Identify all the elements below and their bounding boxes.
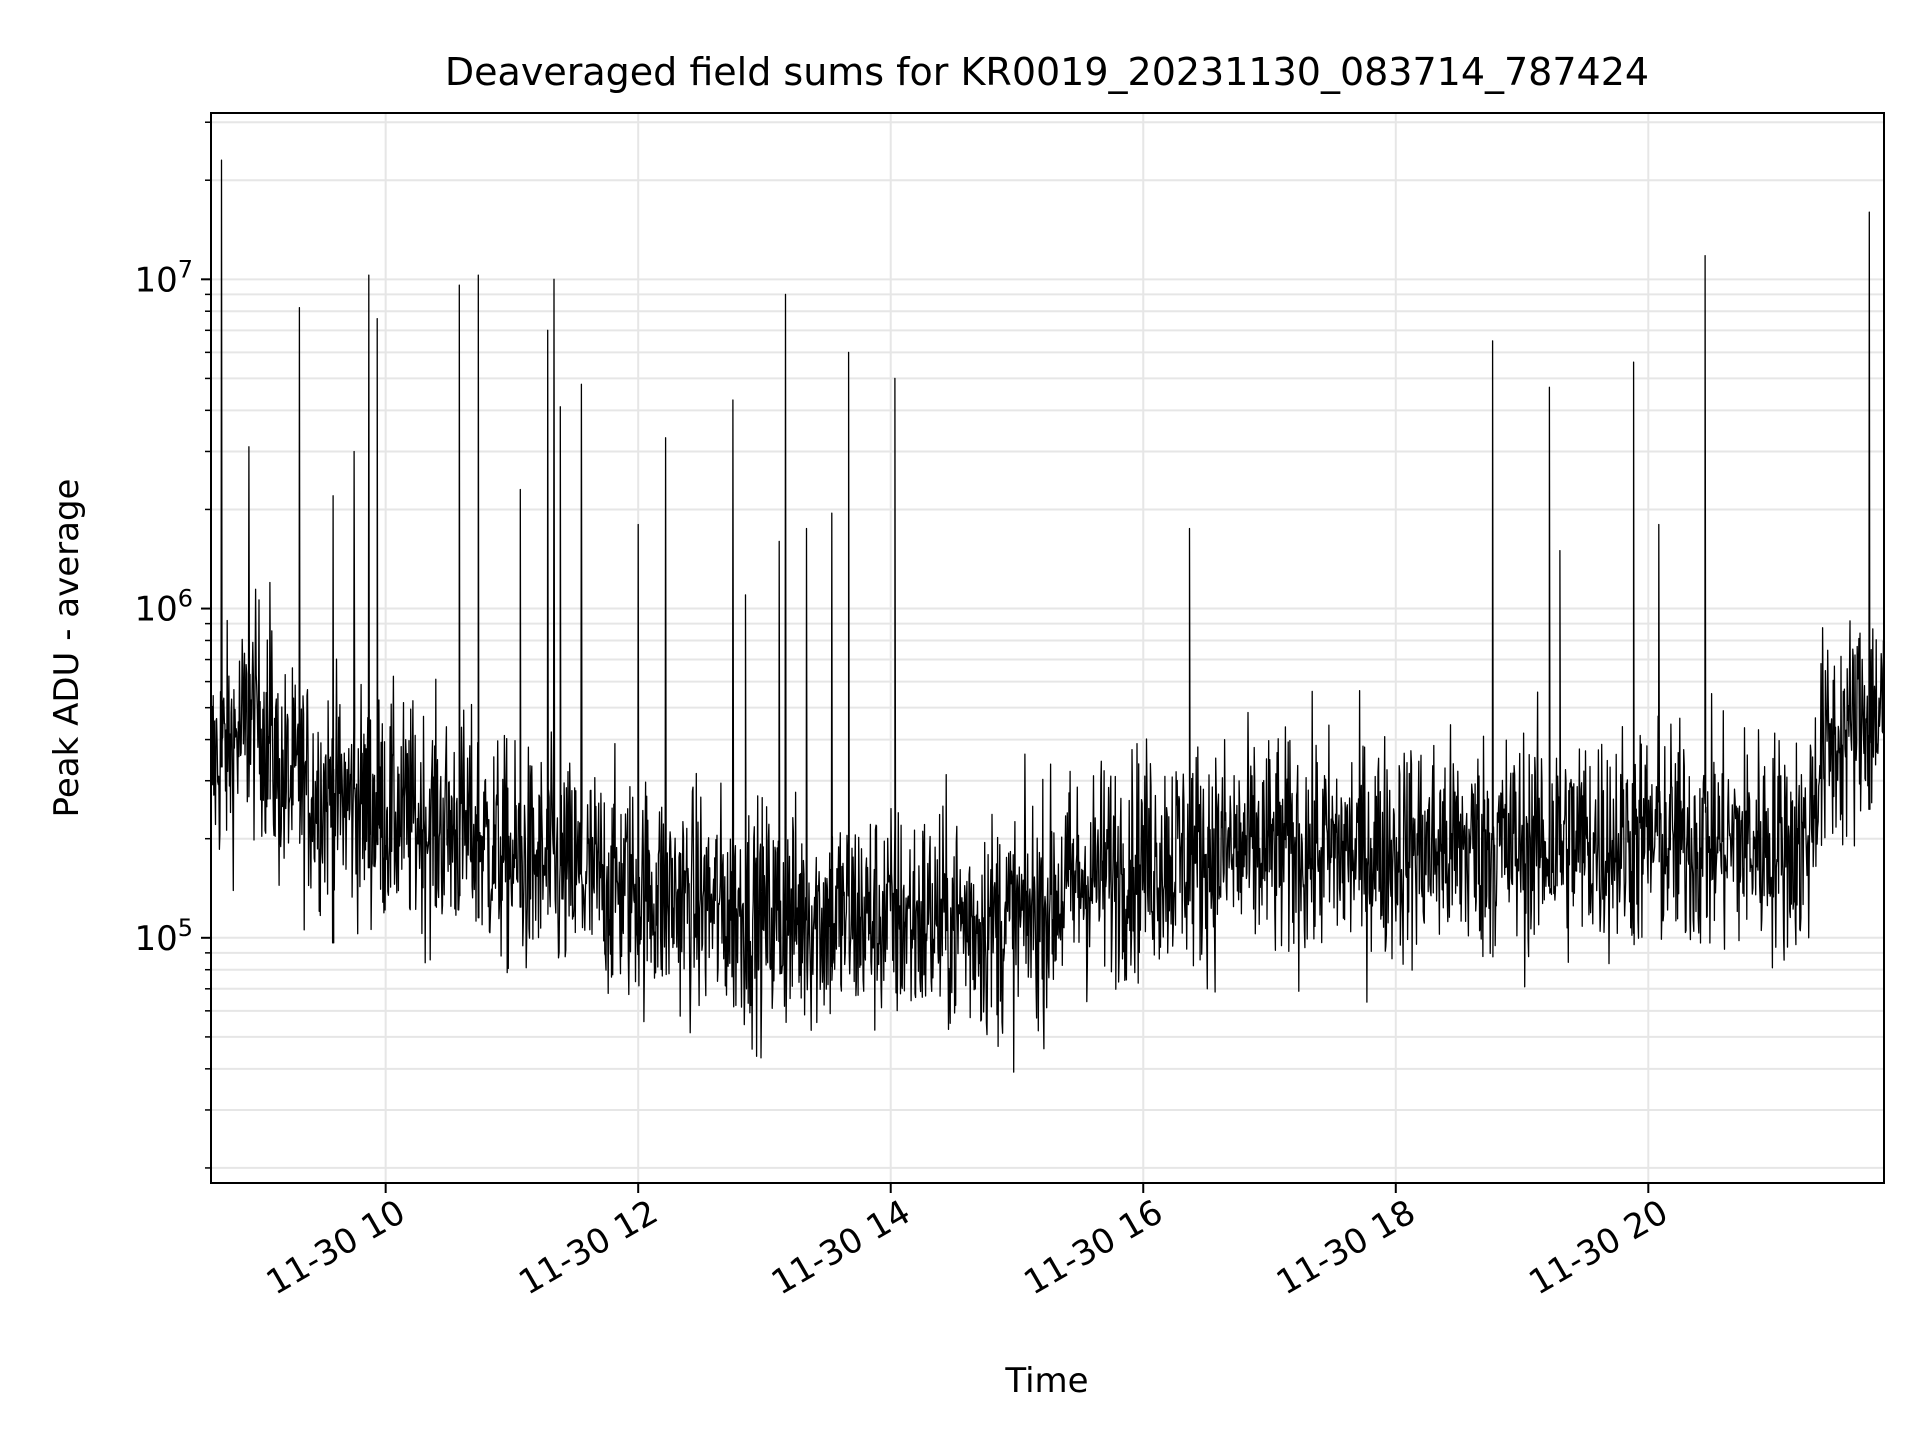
chart-title: Deaveraged field sums for KR0019_2023113…	[445, 50, 1649, 94]
y-axis-label: Peak ADU - average	[47, 479, 87, 818]
y-tick-label: 107	[134, 255, 193, 300]
y-tick-label: 106	[134, 585, 193, 630]
grid	[211, 113, 1884, 1183]
series-line	[210, 159, 1885, 1073]
y-axis: 105 106 107	[134, 121, 211, 1169]
y-tick-label: 105	[134, 914, 193, 959]
plot-frame	[210, 112, 1885, 1184]
x-axis-label: Time	[1004, 1361, 1088, 1401]
